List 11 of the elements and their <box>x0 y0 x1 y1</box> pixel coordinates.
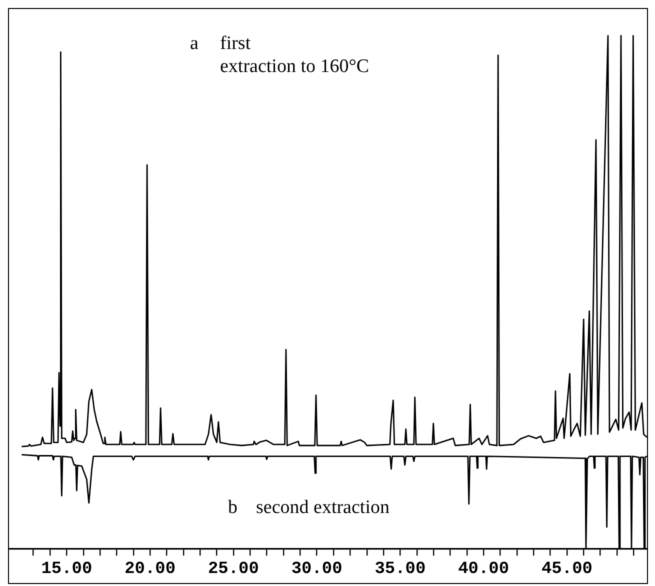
annotation: b <box>228 496 238 519</box>
annotation: a <box>190 32 198 55</box>
annotation: first extraction to 160°C <box>220 32 370 78</box>
x-tick-label: 30.00 <box>291 560 342 580</box>
x-tick-label: 35.00 <box>374 560 426 580</box>
x-tick-label: 45.00 <box>541 560 592 580</box>
annotation: second extraction <box>256 496 390 519</box>
x-tick-label: 20.00 <box>124 560 176 580</box>
x-tick-label: 40.00 <box>458 560 510 580</box>
x-tick-label: 15.00 <box>41 560 92 580</box>
x-tick-label: 25.00 <box>208 560 259 580</box>
